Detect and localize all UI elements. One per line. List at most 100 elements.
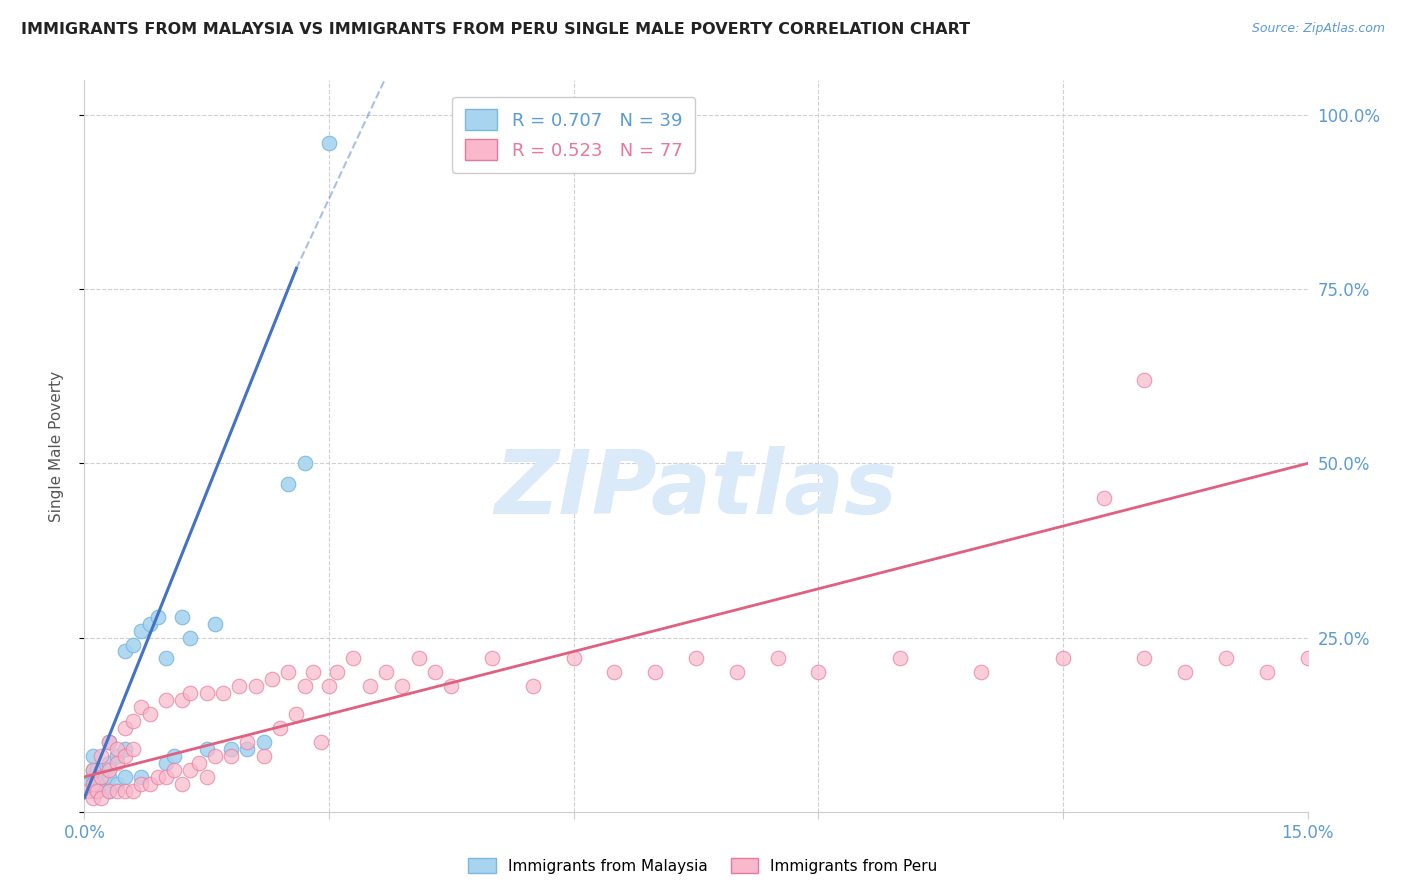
Point — [172, 693, 194, 707]
Point — [253, 735, 276, 749]
Point — [195, 686, 218, 700]
Point — [97, 735, 120, 749]
Point — [285, 707, 308, 722]
Point — [77, 784, 100, 798]
Point — [82, 777, 104, 791]
Point — [122, 638, 145, 652]
Text: ZIPatlas: ZIPatlas — [495, 446, 897, 533]
Point — [195, 742, 218, 756]
Point — [342, 651, 364, 665]
Point — [423, 665, 446, 680]
Point — [82, 749, 104, 764]
Point — [155, 756, 177, 770]
Point — [359, 679, 381, 693]
Point — [82, 784, 104, 798]
Point — [97, 784, 120, 798]
Text: Source: ZipAtlas.com: Source: ZipAtlas.com — [1251, 22, 1385, 36]
Point — [155, 651, 177, 665]
Point — [685, 651, 707, 665]
Point — [1092, 491, 1115, 506]
Point — [82, 763, 104, 777]
Point — [105, 742, 128, 756]
Point — [114, 644, 136, 658]
Point — [155, 693, 177, 707]
Point — [163, 749, 186, 764]
Point — [105, 756, 128, 770]
Point — [236, 742, 259, 756]
Point — [603, 665, 626, 680]
Point — [1133, 373, 1156, 387]
Point — [84, 770, 107, 784]
Point — [146, 770, 169, 784]
Point — [204, 616, 226, 631]
Point — [195, 770, 218, 784]
Point — [82, 790, 104, 805]
Point — [294, 457, 316, 471]
Point — [97, 735, 120, 749]
Point — [318, 136, 340, 150]
Point — [105, 784, 128, 798]
Point — [82, 770, 104, 784]
Y-axis label: Single Male Poverty: Single Male Poverty — [49, 370, 63, 522]
Point — [90, 763, 112, 777]
Point — [131, 770, 153, 784]
Point — [522, 679, 544, 693]
Point — [90, 790, 112, 805]
Point — [970, 665, 993, 680]
Point — [97, 756, 120, 770]
Point — [82, 763, 104, 777]
Point — [889, 651, 911, 665]
Point — [122, 784, 145, 798]
Point — [97, 784, 120, 798]
Point — [93, 770, 115, 784]
Point — [219, 749, 242, 764]
Point — [86, 784, 108, 798]
Point — [131, 700, 153, 714]
Point — [77, 777, 100, 791]
Point — [219, 742, 242, 756]
Point — [163, 763, 186, 777]
Point — [277, 665, 299, 680]
Point — [172, 609, 194, 624]
Point — [481, 651, 503, 665]
Point — [90, 770, 112, 784]
Point — [83, 777, 105, 791]
Point — [245, 679, 267, 693]
Point — [179, 686, 201, 700]
Point — [86, 784, 108, 798]
Point — [408, 651, 430, 665]
Point — [114, 770, 136, 784]
Point — [105, 777, 128, 791]
Point — [440, 679, 463, 693]
Point — [1133, 651, 1156, 665]
Point — [179, 763, 201, 777]
Point — [138, 616, 160, 631]
Point — [97, 763, 120, 777]
Point — [187, 756, 209, 770]
Point — [114, 749, 136, 764]
Text: IMMIGRANTS FROM MALAYSIA VS IMMIGRANTS FROM PERU SINGLE MALE POVERTY CORRELATION: IMMIGRANTS FROM MALAYSIA VS IMMIGRANTS F… — [21, 22, 970, 37]
Point — [146, 609, 169, 624]
Point — [1256, 665, 1278, 680]
Point — [86, 763, 108, 777]
Point — [1174, 665, 1197, 680]
Point — [138, 707, 160, 722]
Point — [122, 714, 145, 728]
Point — [318, 679, 340, 693]
Point — [1052, 651, 1074, 665]
Point — [172, 777, 194, 791]
Point — [212, 686, 235, 700]
Point — [644, 665, 666, 680]
Point — [725, 665, 748, 680]
Point — [807, 665, 830, 680]
Point — [260, 673, 283, 687]
Point — [562, 651, 585, 665]
Point — [391, 679, 413, 693]
Point — [122, 742, 145, 756]
Point — [277, 477, 299, 491]
Point — [269, 721, 291, 735]
Point — [131, 777, 153, 791]
Legend: Immigrants from Malaysia, Immigrants from Peru: Immigrants from Malaysia, Immigrants fro… — [463, 852, 943, 880]
Point — [90, 777, 112, 791]
Legend: R = 0.707   N = 39, R = 0.523   N = 77: R = 0.707 N = 39, R = 0.523 N = 77 — [453, 96, 695, 173]
